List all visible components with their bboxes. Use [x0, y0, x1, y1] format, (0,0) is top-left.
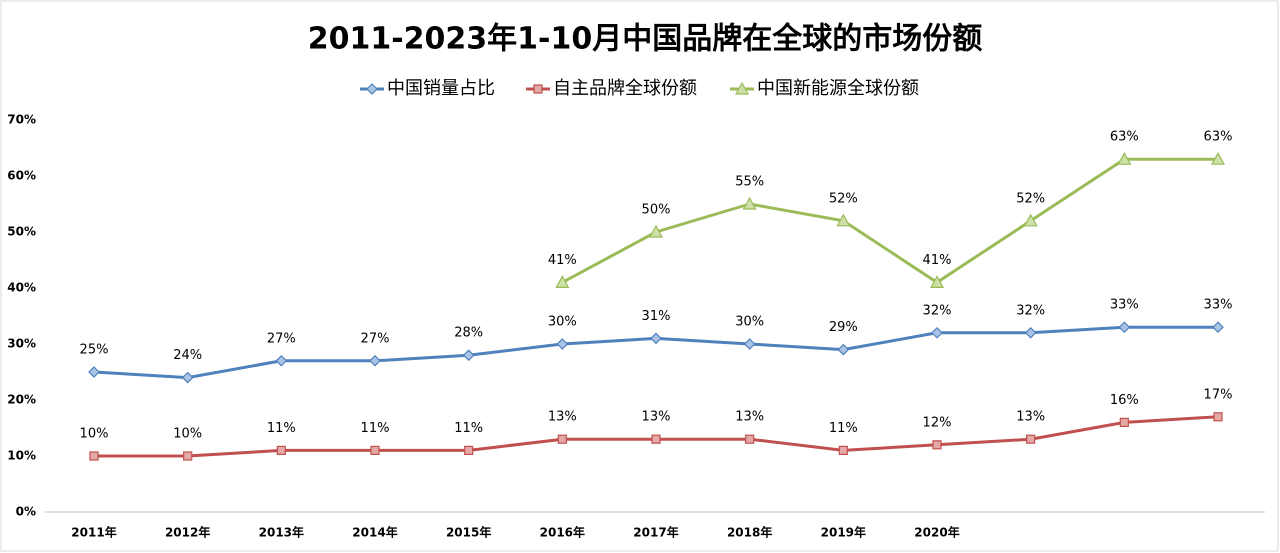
data-label: 24%	[173, 348, 202, 363]
data-point	[931, 326, 943, 339]
data-point	[932, 440, 942, 450]
data-point	[837, 343, 850, 356]
y-tick-label: 60%	[7, 169, 36, 183]
data-point	[929, 275, 945, 288]
data-label: 30%	[548, 315, 577, 330]
data-point	[745, 434, 755, 444]
x-tick-label: 2014年	[352, 525, 397, 540]
y-tick-label: 10%	[7, 449, 36, 463]
data-point	[89, 451, 99, 461]
x-tick-label: 2016年	[540, 525, 585, 540]
y-tick-label: 30%	[7, 337, 36, 351]
data-point	[742, 196, 757, 210]
data-label: 52%	[829, 191, 858, 206]
legend-label: 中国销量占比	[387, 78, 495, 99]
data-point	[276, 445, 286, 455]
legend-marker	[366, 83, 378, 95]
y-tick-label: 0%	[16, 505, 36, 519]
data-point	[1212, 321, 1224, 334]
data-label: 11%	[361, 421, 390, 436]
data-point	[1117, 151, 1132, 165]
data-label: 10%	[80, 427, 109, 442]
data-point	[369, 354, 381, 367]
y-tick-label: 70%	[7, 113, 36, 127]
data-label: 27%	[361, 331, 390, 346]
legend-marker	[533, 84, 543, 94]
y-tick-label: 50%	[7, 225, 36, 239]
data-label: 11%	[454, 421, 483, 436]
data-point	[1024, 326, 1037, 339]
data-point	[181, 371, 194, 384]
data-label: 52%	[1016, 191, 1045, 206]
data-label: 13%	[548, 410, 577, 425]
data-label: 28%	[454, 326, 483, 341]
chart-title: 2011-2023年1-10月中国品牌在全球的市场份额	[308, 22, 983, 57]
data-label: 11%	[267, 421, 296, 436]
data-point	[743, 338, 756, 350]
data-point	[1026, 434, 1036, 444]
x-tick-label: 2015年	[446, 525, 491, 540]
data-point	[651, 434, 661, 444]
data-label: 63%	[1204, 130, 1233, 145]
data-point	[462, 349, 475, 362]
data-point	[838, 445, 848, 455]
data-point	[556, 338, 569, 350]
data-point	[464, 445, 474, 455]
data-label: 25%	[80, 343, 109, 358]
data-label: 13%	[642, 410, 671, 425]
legend-label: 自主品牌全球份额	[553, 78, 697, 99]
data-label: 63%	[1110, 130, 1139, 145]
data-label: 41%	[923, 253, 952, 268]
x-tick-label: 2017年	[633, 525, 678, 540]
data-label: 16%	[1110, 393, 1139, 408]
data-point	[648, 224, 664, 238]
data-point	[1213, 412, 1223, 422]
data-label: 30%	[735, 315, 764, 330]
x-tick-label: 2013年	[259, 525, 304, 540]
data-point	[1118, 321, 1131, 334]
data-label: 41%	[548, 253, 577, 268]
data-point	[275, 354, 288, 367]
data-label: 11%	[829, 421, 858, 436]
data-point	[555, 275, 570, 288]
y-tick-label: 40%	[7, 281, 36, 295]
data-label: 55%	[735, 175, 764, 190]
x-tick-label: 2011年	[71, 525, 116, 540]
data-point	[650, 332, 662, 345]
data-point	[1119, 417, 1129, 427]
data-label: 13%	[735, 410, 764, 425]
x-tick-label: 2018年	[727, 525, 772, 540]
data-point	[1023, 213, 1038, 227]
data-label: 31%	[642, 309, 671, 324]
data-label: 17%	[1204, 387, 1233, 402]
x-tick-label: 2019年	[821, 525, 866, 540]
legend-marker	[734, 81, 750, 95]
x-tick-label: 2012年	[165, 525, 210, 540]
x-tick-label: 2020年	[914, 525, 959, 540]
data-point	[836, 213, 851, 227]
data-label: 13%	[1016, 410, 1045, 425]
data-point	[1210, 151, 1226, 165]
data-label: 50%	[642, 203, 671, 218]
y-tick-label: 20%	[7, 393, 36, 407]
data-label: 12%	[923, 415, 952, 430]
data-label: 33%	[1204, 298, 1233, 313]
data-point	[183, 451, 193, 461]
data-point	[557, 434, 567, 444]
data-label: 10%	[173, 427, 202, 442]
legend-label: 中国新能源全球份额	[757, 78, 919, 99]
data-label: 32%	[923, 303, 952, 318]
data-label: 33%	[1110, 298, 1139, 313]
data-label: 29%	[829, 320, 858, 335]
data-point	[88, 366, 100, 378]
data-label: 32%	[1016, 303, 1045, 318]
data-label: 27%	[267, 331, 296, 346]
series-line	[561, 157, 1218, 285]
data-point	[370, 445, 380, 455]
